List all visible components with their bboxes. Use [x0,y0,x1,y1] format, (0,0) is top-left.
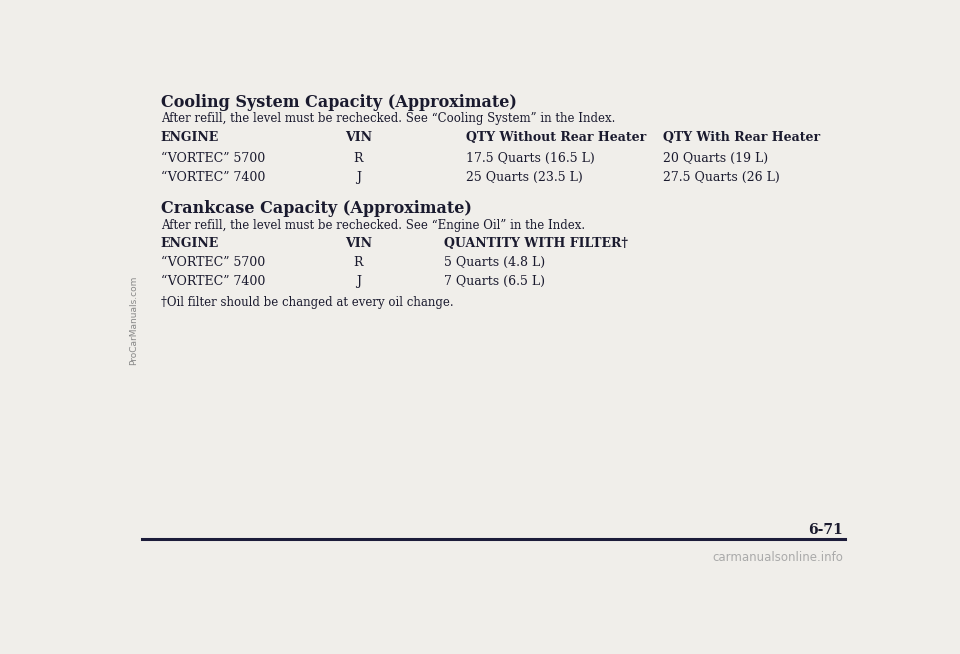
Text: 27.5 Quarts (26 L): 27.5 Quarts (26 L) [663,171,780,184]
Text: “VORTEC” 5700: “VORTEC” 5700 [161,256,265,269]
Text: R: R [353,152,363,165]
Text: Crankcase Capacity (Approximate): Crankcase Capacity (Approximate) [161,200,471,217]
Text: “VORTEC” 7400: “VORTEC” 7400 [161,275,265,288]
Text: ProCarManuals.com: ProCarManuals.com [129,275,138,365]
Text: “VORTEC” 7400: “VORTEC” 7400 [161,171,265,184]
Text: After refill, the level must be rechecked. See “Cooling System” in the Index.: After refill, the level must be rechecke… [161,112,615,126]
Text: After refill, the level must be rechecked. See “Engine Oil” in the Index.: After refill, the level must be rechecke… [161,218,585,232]
Text: VIN: VIN [345,131,372,144]
Text: 17.5 Quarts (16.5 L): 17.5 Quarts (16.5 L) [466,152,594,165]
Text: QUANTITY WITH FILTER†: QUANTITY WITH FILTER† [444,237,628,250]
Text: ENGINE: ENGINE [161,131,219,144]
Text: 25 Quarts (23.5 L): 25 Quarts (23.5 L) [466,171,583,184]
Text: carmanualsonline.info: carmanualsonline.info [712,551,843,564]
Text: VIN: VIN [345,237,372,250]
Text: 7 Quarts (6.5 L): 7 Quarts (6.5 L) [444,275,544,288]
Text: R: R [353,256,363,269]
Text: †Oil filter should be changed at every oil change.: †Oil filter should be changed at every o… [161,296,453,309]
Text: Cooling System Capacity (Approximate): Cooling System Capacity (Approximate) [161,94,516,111]
Text: 5 Quarts (4.8 L): 5 Quarts (4.8 L) [444,256,544,269]
Text: ENGINE: ENGINE [161,237,219,250]
Text: J: J [355,171,361,184]
Text: 20 Quarts (19 L): 20 Quarts (19 L) [663,152,768,165]
Text: QTY Without Rear Heater: QTY Without Rear Heater [466,131,646,144]
Text: “VORTEC” 5700: “VORTEC” 5700 [161,152,265,165]
Text: J: J [355,275,361,288]
Text: QTY With Rear Heater: QTY With Rear Heater [663,131,820,144]
Text: 6-71: 6-71 [808,523,843,537]
